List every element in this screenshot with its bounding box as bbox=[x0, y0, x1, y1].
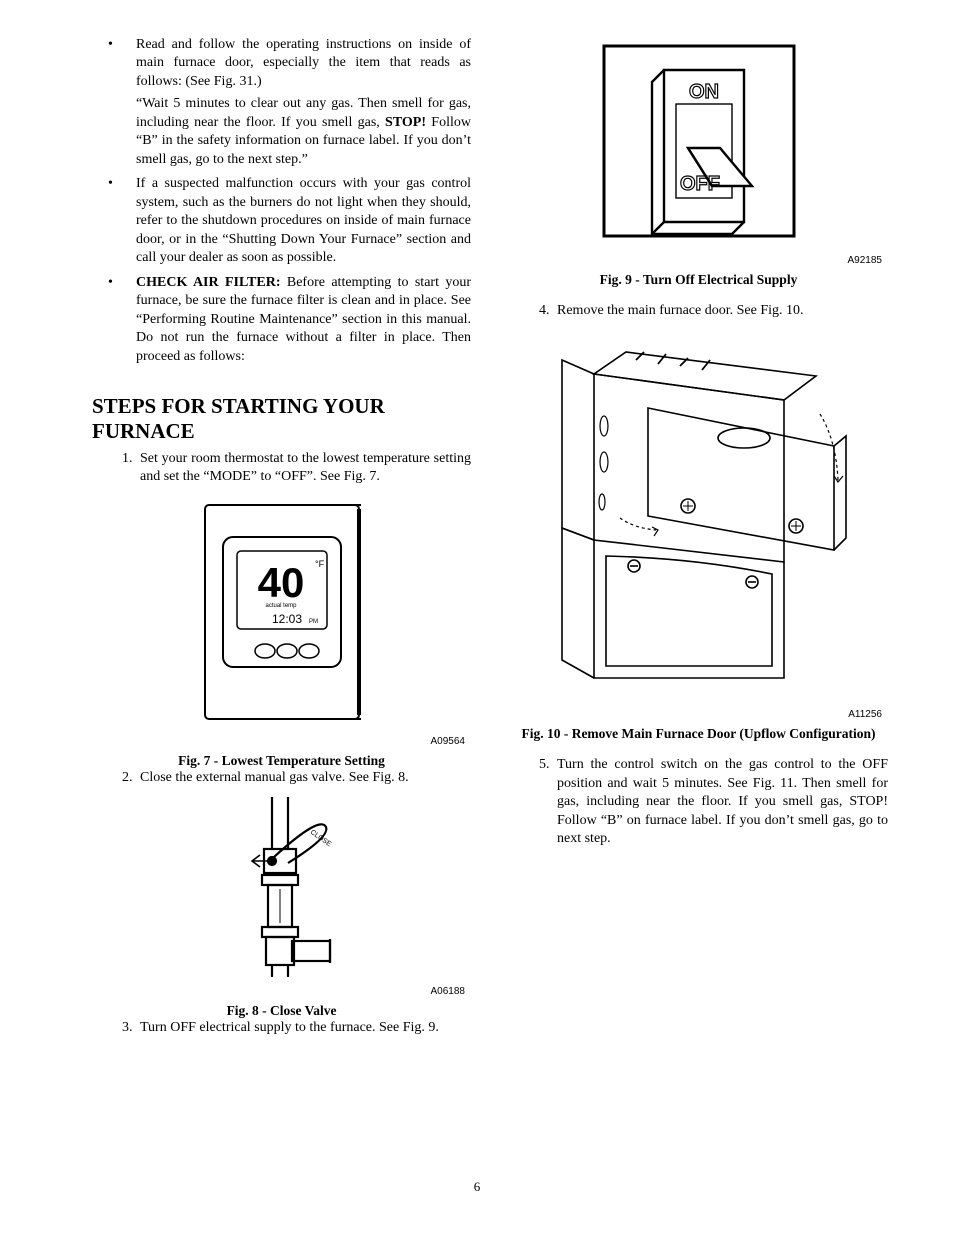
step-5: Turn the control switch on the gas contr… bbox=[553, 756, 888, 848]
step-2-list: Close the external manual gas valve. See… bbox=[92, 769, 471, 787]
bullet-1-quote: “Wait 5 minutes to clear out any gas. Th… bbox=[136, 95, 471, 169]
intro-bullets: Read and follow the operating instructio… bbox=[92, 36, 471, 366]
steps-list-left: Set your room thermostat to the lowest t… bbox=[92, 450, 471, 487]
furnace-icon bbox=[534, 330, 864, 700]
fig10-code: A11256 bbox=[509, 709, 888, 720]
step-1: Set your room thermostat to the lowest t… bbox=[136, 450, 471, 487]
gas-valve-icon: CLOSE bbox=[202, 797, 362, 977]
svg-text:12:03: 12:03 bbox=[271, 612, 301, 626]
bullet-1-text: Read and follow the operating instructio… bbox=[136, 37, 471, 89]
bullet-2: If a suspected malfunction occurs with y… bbox=[92, 175, 471, 267]
step-2: Close the external manual gas valve. See… bbox=[136, 769, 471, 787]
step-3: Turn OFF electrical supply to the furnac… bbox=[136, 1019, 471, 1037]
fig8-code: A06188 bbox=[92, 986, 471, 997]
fig9-caption: Fig. 9 - Turn Off Electrical Supply bbox=[509, 272, 888, 288]
fig7: 40 °F actual temp 12:03 PM bbox=[92, 497, 471, 732]
bullet-3: CHECK AIR FILTER: Before attempting to s… bbox=[92, 274, 471, 366]
electrical-switch-icon: ON OFF bbox=[594, 36, 804, 246]
fig9: ON OFF bbox=[509, 36, 888, 251]
left-column: Read and follow the operating instructio… bbox=[92, 36, 471, 1044]
right-column: ON OFF A92185 Fig. 9 - Turn Off Electric… bbox=[509, 36, 888, 1044]
thermostat-icon: 40 °F actual temp 12:03 PM bbox=[187, 497, 377, 727]
section-heading: STEPS FOR STARTING YOUR FURNACE bbox=[92, 394, 471, 444]
fig7-caption: Fig. 7 - Lowest Temperature Setting bbox=[92, 753, 471, 769]
step-3-list: Turn OFF electrical supply to the furnac… bbox=[92, 1019, 471, 1037]
two-column-layout: Read and follow the operating instructio… bbox=[92, 36, 888, 1044]
svg-text:ON: ON bbox=[689, 81, 719, 103]
fig10 bbox=[509, 330, 888, 705]
page: Read and follow the operating instructio… bbox=[0, 0, 954, 1235]
fig7-code: A09564 bbox=[92, 736, 471, 747]
fig9-code: A92185 bbox=[509, 255, 888, 266]
svg-text:OFF: OFF bbox=[680, 173, 720, 195]
svg-text:actual temp: actual temp bbox=[265, 603, 297, 609]
step-4: Remove the main furnace door. See Fig. 1… bbox=[553, 302, 888, 320]
bullet-1: Read and follow the operating instructio… bbox=[92, 36, 471, 169]
step-5-list: Turn the control switch on the gas contr… bbox=[509, 756, 888, 848]
svg-text:40: 40 bbox=[257, 559, 304, 606]
svg-text:PM: PM bbox=[309, 619, 318, 625]
page-number: 6 bbox=[0, 1179, 954, 1195]
fig10-caption: Fig. 10 - Remove Main Furnace Door (Upfl… bbox=[509, 726, 888, 742]
fig8-caption: Fig. 8 - Close Valve bbox=[92, 1003, 471, 1019]
step-4-list: Remove the main furnace door. See Fig. 1… bbox=[509, 302, 888, 320]
svg-text:°F: °F bbox=[315, 559, 325, 569]
fig8: CLOSE bbox=[92, 797, 471, 982]
